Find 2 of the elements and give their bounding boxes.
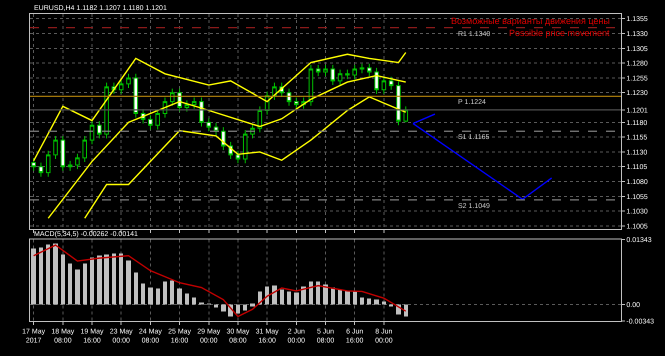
annotation: Possible price movement — [509, 28, 610, 38]
annotation: Возможные варианты движения цены — [451, 16, 610, 26]
